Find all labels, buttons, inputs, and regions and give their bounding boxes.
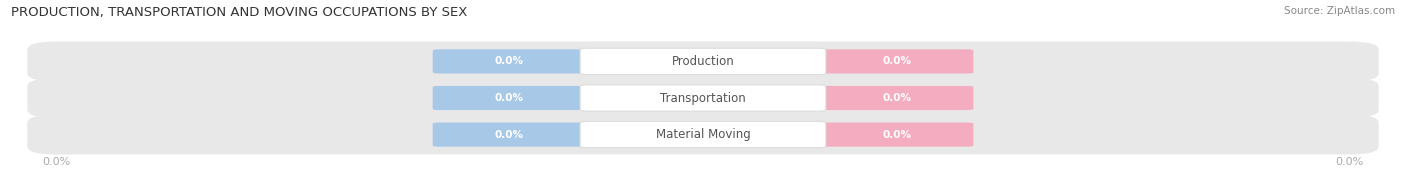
Text: Source: ZipAtlas.com: Source: ZipAtlas.com bbox=[1284, 6, 1395, 16]
FancyBboxPatch shape bbox=[27, 115, 1379, 154]
Text: PRODUCTION, TRANSPORTATION AND MOVING OCCUPATIONS BY SEX: PRODUCTION, TRANSPORTATION AND MOVING OC… bbox=[11, 6, 468, 19]
FancyBboxPatch shape bbox=[433, 122, 585, 147]
FancyBboxPatch shape bbox=[581, 48, 825, 75]
Text: Production: Production bbox=[672, 55, 734, 68]
Text: Transportation: Transportation bbox=[661, 92, 745, 104]
FancyBboxPatch shape bbox=[27, 42, 1379, 81]
Text: 0.0%: 0.0% bbox=[883, 93, 911, 103]
FancyBboxPatch shape bbox=[433, 49, 585, 74]
FancyBboxPatch shape bbox=[581, 85, 825, 111]
Text: 0.0%: 0.0% bbox=[495, 93, 523, 103]
Text: 0.0%: 0.0% bbox=[495, 56, 523, 66]
Text: 0.0%: 0.0% bbox=[883, 130, 911, 140]
Legend: Male, Female: Male, Female bbox=[638, 193, 768, 196]
FancyBboxPatch shape bbox=[581, 121, 825, 148]
Text: Material Moving: Material Moving bbox=[655, 128, 751, 141]
FancyBboxPatch shape bbox=[821, 122, 973, 147]
FancyBboxPatch shape bbox=[821, 49, 973, 74]
FancyBboxPatch shape bbox=[821, 86, 973, 110]
Text: 0.0%: 0.0% bbox=[495, 130, 523, 140]
FancyBboxPatch shape bbox=[27, 78, 1379, 118]
Text: 0.0%: 0.0% bbox=[883, 56, 911, 66]
FancyBboxPatch shape bbox=[433, 86, 585, 110]
